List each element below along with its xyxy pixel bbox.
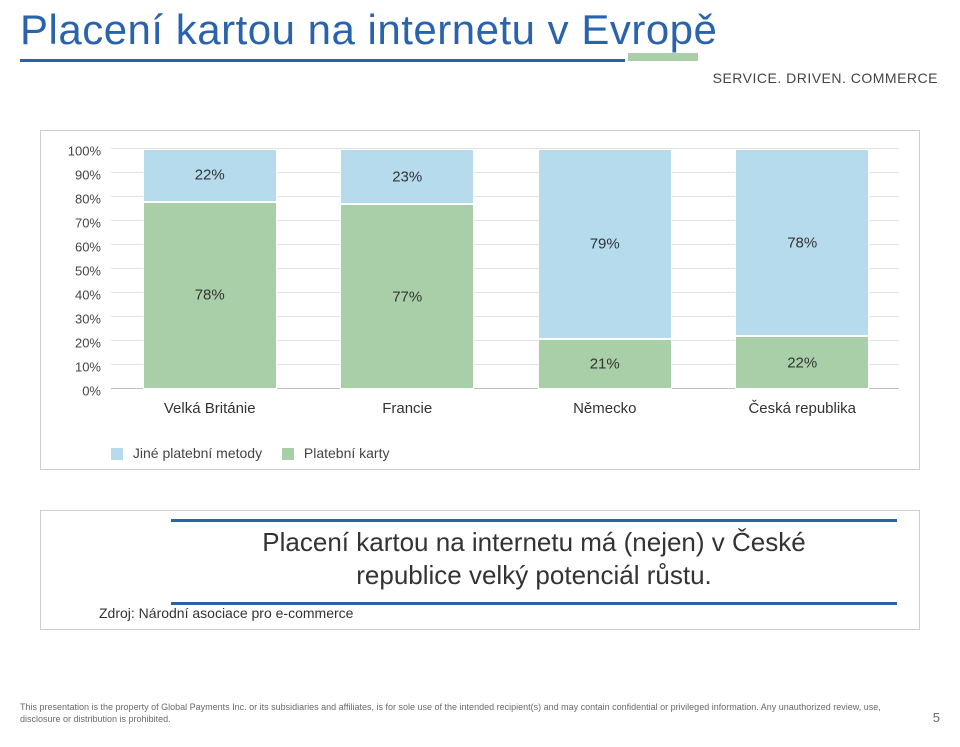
y-tick-label: 60%: [51, 240, 101, 255]
title-accent: [628, 53, 698, 61]
callout-inner: Placení kartou na internetu má (nejen) v…: [171, 519, 897, 605]
bar-segment: 22%: [143, 149, 277, 202]
x-axis-label: Francie: [340, 400, 474, 417]
bar-value-label: 21%: [539, 355, 671, 372]
title-underline: [20, 59, 625, 62]
bar-value-label: 77%: [341, 288, 473, 305]
callout-text: Placení kartou na internetu má (nejen) v…: [171, 526, 897, 591]
y-tick-label: 10%: [51, 360, 101, 375]
y-tick-label: 100%: [51, 144, 101, 159]
y-tick-label: 90%: [51, 168, 101, 183]
callout-box: Placení kartou na internetu má (nejen) v…: [40, 510, 920, 630]
legend-swatch-0: [111, 448, 123, 460]
y-tick-label: 20%: [51, 336, 101, 351]
tagline: SERVICE. DRIVEN. COMMERCE: [713, 70, 938, 86]
y-tick-label: 70%: [51, 216, 101, 231]
callout-source: Zdroj: Národní asociace pro e-commerce: [99, 605, 353, 621]
legend-swatch-1: [282, 448, 294, 460]
bar-value-label: 78%: [144, 287, 276, 304]
y-tick-label: 30%: [51, 312, 101, 327]
x-axis-label: Německo: [538, 400, 672, 417]
chart-legend: Jiné platební metody Platební karty: [111, 445, 389, 461]
legend-label-1: Platební karty: [304, 445, 390, 461]
x-axis-label: Velká Británie: [143, 400, 277, 417]
page-title: Placení kartou na internetu v Evropě: [20, 6, 717, 54]
bar-value-label: 23%: [341, 168, 473, 185]
y-tick-label: 0%: [51, 384, 101, 399]
legend-label-0: Jiné platební metody: [133, 445, 262, 461]
slide: Placení kartou na internetu v Evropě SER…: [0, 0, 960, 747]
plot-area: 78%22%Velká Británie77%23%Francie21%79%N…: [111, 151, 899, 389]
bar-segment: 23%: [340, 149, 474, 204]
bar-segment: 77%: [340, 204, 474, 389]
chart-frame: 78% 22% Velká Británie 77% 23% Francie 21% 79% N…: [40, 130, 920, 470]
y-tick-label: 50%: [51, 264, 101, 279]
bar-segment: 79%: [538, 149, 672, 339]
title-block: Placení kartou na internetu v Evropě: [20, 6, 717, 54]
y-tick-label: 40%: [51, 288, 101, 303]
bar-value-label: 22%: [144, 167, 276, 184]
bar-segment: 22%: [735, 336, 869, 389]
x-axis-label: Česká republika: [735, 400, 869, 417]
callout-line2: republice velký potenciál růstu.: [356, 560, 712, 590]
bar-segment: 78%: [735, 149, 869, 336]
bar-value-label: 22%: [736, 354, 868, 371]
footer-disclaimer: This presentation is the property of Glo…: [20, 701, 920, 725]
bar-value-label: 79%: [539, 235, 671, 252]
y-tick-label: 80%: [51, 192, 101, 207]
bar-segment: 21%: [538, 339, 672, 389]
page-number: 5: [933, 710, 940, 725]
bar-segment: 78%: [143, 202, 277, 389]
callout-line1: Placení kartou na internetu má (nejen) v…: [262, 527, 805, 557]
bar-value-label: 78%: [736, 234, 868, 251]
